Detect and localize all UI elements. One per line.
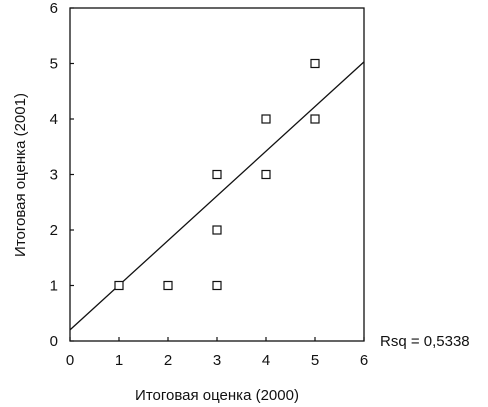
data-points (114, 58, 320, 291)
data-point (114, 280, 124, 291)
y-tick-label: 1 (50, 278, 58, 295)
x-tick-label: 4 (262, 352, 270, 369)
y-tick-label: 0 (50, 333, 58, 350)
y-axis-title: Итоговая оценка (2001) (12, 93, 29, 257)
x-tick-label: 1 (115, 352, 123, 369)
y-tick-label: 6 (50, 0, 58, 17)
data-point (212, 169, 222, 180)
x-axis-ticks: 0 1 2 3 4 5 6 (66, 337, 368, 369)
data-point (261, 114, 271, 124)
data-point (310, 114, 320, 124)
y-tick-label: 2 (50, 222, 58, 239)
y-tick-label: 4 (50, 111, 58, 128)
data-point (163, 280, 173, 291)
y-axis-ticks: 0 1 2 3 4 5 6 (50, 0, 74, 350)
y-tick-label: 5 (50, 56, 58, 73)
x-tick-label: 2 (164, 352, 172, 369)
x-tick-label: 0 (66, 352, 74, 369)
data-point (212, 280, 222, 291)
x-tick-label: 5 (311, 352, 319, 369)
x-tick-label: 6 (360, 352, 368, 369)
x-axis-title: Итоговая оценка (2000) (135, 387, 299, 404)
data-point (212, 225, 222, 235)
r-squared-label: Rsq = 0,5338 (380, 333, 470, 350)
data-point (261, 169, 271, 180)
data-point (310, 58, 320, 69)
y-tick-label: 3 (50, 167, 58, 184)
x-tick-label: 3 (213, 352, 221, 369)
